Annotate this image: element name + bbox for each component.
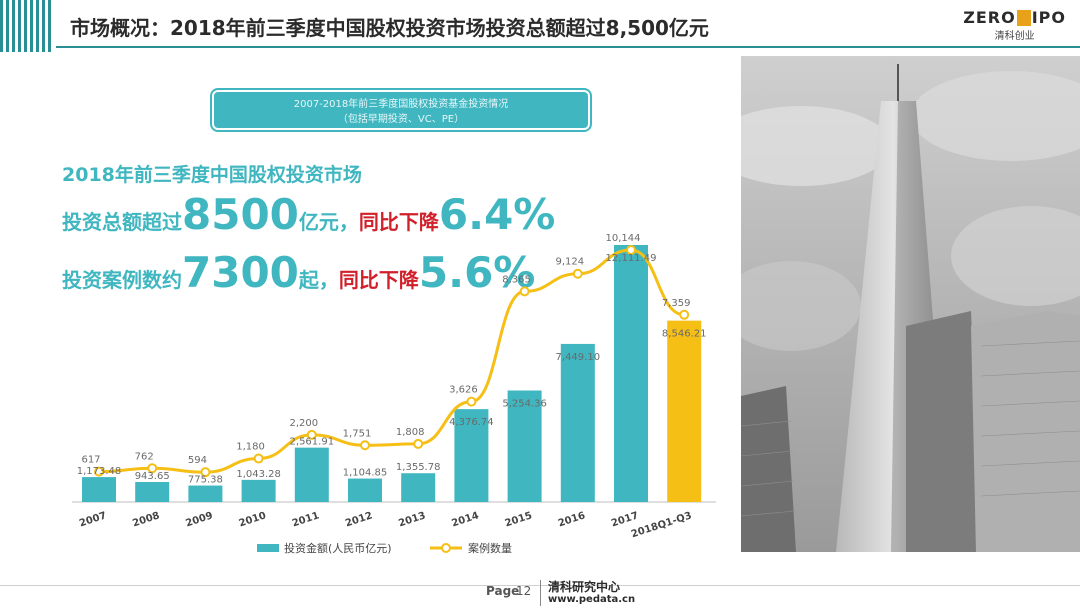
line-value-label: 1,808 [396, 427, 425, 438]
title-rule [56, 46, 1080, 48]
cases-figure: 7300 [182, 248, 299, 297]
skyscraper-photo [741, 56, 1080, 552]
legend-line-marker [441, 543, 451, 553]
subtitle-line-1: 2007-2018年前三季度国股权投资基金投资情况 [293, 99, 509, 110]
footer-org: 清科研究中心 [548, 580, 621, 594]
line-value-label: 2,200 [289, 418, 318, 429]
bar [241, 479, 276, 502]
line-point [94, 466, 104, 477]
line-value-label: 3,626 [449, 385, 478, 396]
line-value-label: 9,124 [555, 257, 584, 268]
footer-url: www.pedata.cn [548, 594, 636, 605]
bar-value-label: 8,546.21 [662, 329, 707, 340]
line-point [413, 438, 424, 449]
bar [454, 409, 489, 502]
headline-line-2: 投资总额超过8500亿元，同比下降6.4% [62, 190, 556, 239]
bar [188, 485, 223, 502]
bar-value-label: 1,043.28 [236, 469, 281, 480]
chart-subtitle-box: 2007-2018年前三季度国股权投资基金投资情况 （包括早期投资、VC、PE） [210, 88, 592, 132]
line-point [626, 245, 636, 255]
amount-change: 6.4% [438, 190, 556, 239]
bar-value-label: 5,254.36 [502, 399, 547, 410]
bar [82, 477, 116, 502]
line-point [679, 309, 690, 320]
x-tick-label: 2017 [610, 510, 640, 529]
bar [348, 478, 382, 502]
legend-bar-swatch [257, 544, 279, 552]
line-point [253, 453, 264, 464]
line-value-label: 8,365 [502, 274, 531, 285]
page-title: 市场概况：2018年前三季度中国股权投资市场投资总额超过8,500亿元 [70, 16, 709, 40]
footer-divider [540, 580, 541, 606]
bar-value-label: 775.38 [188, 475, 223, 486]
bar-value-label: 1,104.85 [343, 468, 388, 479]
bar-value-label: 7,449.10 [556, 352, 601, 363]
legend-line-label: 案例数量 [468, 541, 512, 555]
subtitle-line-2: （包括早期投资、VC、PE） [337, 114, 465, 125]
bar-value-label: 1,173.48 [77, 466, 122, 477]
x-tick-label: 2007 [78, 510, 108, 529]
bar [560, 343, 595, 502]
amount-figure: 8500 [182, 190, 299, 239]
x-tick-label: 2015 [504, 510, 534, 529]
bar-value-label: 1,355.78 [396, 462, 441, 473]
line-value-label: 594 [188, 455, 207, 466]
line-point [572, 268, 583, 279]
line-value-label: 1,751 [343, 428, 372, 439]
bar-value-label: 4,376.74 [449, 417, 494, 428]
x-tick-label: 2014 [450, 510, 480, 529]
bar [614, 245, 648, 502]
bar-value-label: 2,561.91 [290, 437, 335, 448]
x-tick-label: 2009 [184, 510, 214, 529]
investment-chart: 1,173.48 943.65 775.38 1,043.28 2,561.91 1,10… [72, 233, 716, 555]
line-value-label: 7,359 [662, 298, 691, 309]
bar-value-label: 12,111.49 [606, 253, 657, 264]
line-point [200, 467, 211, 478]
headline-line-1: 2018年前三季度中国股权投资市场 [62, 164, 362, 186]
line-point [466, 396, 477, 407]
line-point [360, 440, 370, 451]
line-point [519, 286, 530, 297]
x-tick-label: 2012 [344, 510, 374, 529]
logo: ZERO IPO 清科创业 [963, 8, 1066, 42]
headline-line-3: 投资案例数约7300起，同比下降5.6% [62, 248, 536, 297]
x-tick-label: 2013 [397, 510, 427, 529]
logo-mark [1016, 10, 1031, 26]
x-tick-label: 2011 [291, 510, 321, 529]
line-value-label: 10,144 [606, 233, 641, 244]
x-tick-label: 2008 [131, 510, 161, 529]
bar [507, 390, 542, 502]
legend-bar-label: 投资金额(人民币亿元) [284, 541, 392, 555]
bar [135, 481, 170, 502]
line-point [147, 463, 158, 474]
x-tick-label: 2018Q1-Q3 [630, 510, 693, 540]
line-point [306, 429, 317, 440]
page-number: 12 [516, 584, 532, 598]
bar [667, 320, 702, 502]
bar [401, 473, 436, 502]
decor-stripes [0, 0, 52, 52]
line-value-label: 762 [135, 451, 154, 462]
line-value-label: 617 [81, 455, 100, 466]
bar [294, 447, 329, 502]
cases-change: 5.6% [418, 248, 536, 297]
x-tick-label: 2016 [557, 510, 587, 529]
bar-value-label: 943.65 [135, 471, 170, 482]
line-value-label: 1,180 [236, 442, 265, 453]
page-label: Page [486, 584, 520, 598]
x-tick-label: 2010 [238, 510, 268, 529]
